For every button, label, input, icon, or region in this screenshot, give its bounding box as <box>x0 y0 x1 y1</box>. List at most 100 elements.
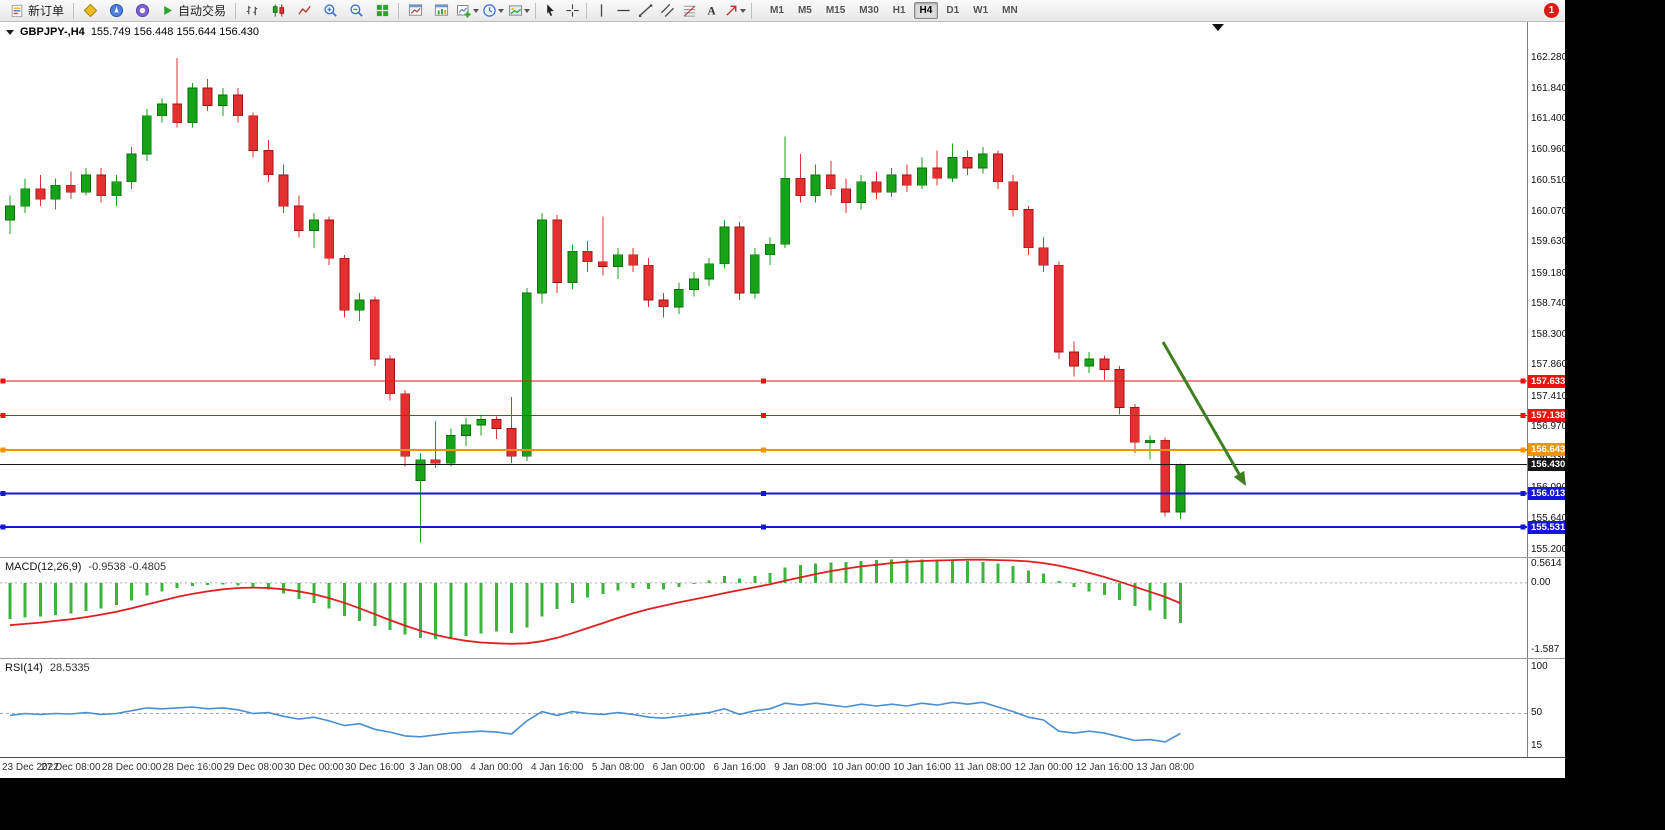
zoom-out-button[interactable] <box>343 0 369 22</box>
bar-chart-button[interactable] <box>239 0 265 22</box>
new-chart-plus-icon <box>456 3 472 19</box>
time-axis-label: 6 Jan 00:00 <box>652 762 705 773</box>
zoom-in-button[interactable] <box>317 0 343 22</box>
timeframe-button-d1[interactable]: D1 <box>946 5 960 16</box>
candlestick-chart-canvas[interactable] <box>0 22 1527 557</box>
panel-separator[interactable] <box>0 557 1565 558</box>
main-chart-panel[interactable]: GBPJPY-,H4 155.749 156.448 155.644 156.4… <box>0 22 1527 557</box>
terminal-button[interactable] <box>129 0 155 22</box>
macd-panel[interactable]: MACD(12,26,9) -0.9538 -0.4805 <box>0 558 1527 658</box>
time-axis-label: 27 Dec 08:00 <box>41 762 101 773</box>
rsi-value: 28.5335 <box>49 662 90 674</box>
horizontal-line-icon <box>616 3 631 18</box>
toolbar-separator <box>398 2 400 19</box>
time-axis[interactable]: 23 Dec 2022 27 Dec 08:00 28 Dec 00:00 28 De… <box>0 757 1565 778</box>
timeframe-button-m30[interactable]: M30 <box>859 5 879 16</box>
channel-tool-button[interactable] <box>656 0 678 22</box>
price-line-badge: 155.531 <box>1528 520 1565 534</box>
panel-separator[interactable] <box>0 658 1565 659</box>
timeframe-button-h1[interactable]: H1 <box>892 5 906 16</box>
timeframe-button-m15[interactable]: M15 <box>825 5 846 16</box>
autotrading-label: 自动交易 <box>178 4 227 18</box>
notification-badge[interactable]: 1 <box>1544 3 1559 18</box>
macd-chart-canvas[interactable] <box>0 558 1527 658</box>
new-chart-window-button[interactable] <box>402 0 428 22</box>
templates-button[interactable] <box>506 0 532 22</box>
time-axis-label: 10 Jan 00:00 <box>832 762 891 773</box>
new-chart-button[interactable] <box>454 0 480 22</box>
timeframe-button-m5[interactable]: M5 <box>797 5 812 16</box>
cursor-button[interactable] <box>539 0 561 22</box>
trendline-tool-button[interactable] <box>634 0 656 22</box>
crosshair-button[interactable] <box>561 0 583 22</box>
autotrading-button[interactable]: 自动交易 <box>155 0 232 22</box>
timeframe-button-m1[interactable]: M1 <box>770 5 784 16</box>
timeframe-button-h4[interactable]: H4 <box>913 2 939 19</box>
price-scale[interactable]: 162.280 161.840 161.400 160.960 160.510 160.0… <box>1527 22 1568 557</box>
new-order-button[interactable]: 新订单 <box>4 0 70 22</box>
time-axis-label: 3 Jan 08:00 <box>409 762 462 773</box>
time-axis-label: 9 Jan 08:00 <box>774 762 827 773</box>
horizontal-line-tool-button[interactable] <box>612 0 634 22</box>
trendline-icon <box>638 3 653 18</box>
price-axis-label: 157.860 <box>1531 359 1568 371</box>
market-watch-button[interactable] <box>77 0 103 22</box>
rsi-chart-canvas[interactable] <box>0 659 1527 757</box>
rsi-axis-label: 100 <box>1531 660 1548 672</box>
time-axis-label: 11 Jan 08:00 <box>954 762 1012 773</box>
rsi-line <box>9 701 1181 743</box>
autotrading-play-icon <box>161 4 174 17</box>
time-axis-label: 4 Jan 00:00 <box>470 762 523 773</box>
line-chart-icon <box>297 3 312 18</box>
macd-histogram <box>8 559 1182 640</box>
zoom-in-icon <box>323 3 338 18</box>
price-line-badge: 156.430 <box>1528 458 1565 472</box>
vertical-line-tool-button[interactable] <box>590 0 612 22</box>
rsi-scale[interactable]: 100 50 15 <box>1527 659 1565 757</box>
arrow-shape-icon <box>724 3 739 18</box>
chevron-down-icon <box>740 8 747 13</box>
time-axis-label: 12 Jan 16:00 <box>1075 762 1134 773</box>
toolbar-separator <box>586 2 588 19</box>
price-line-badge: 156.643 <box>1528 443 1565 457</box>
timeframe-button-mn[interactable]: MN <box>1002 5 1018 16</box>
chart-profiles-button[interactable] <box>428 0 454 22</box>
price-line-badge: 157.138 <box>1528 408 1565 422</box>
new-order-icon <box>10 4 24 18</box>
rsi-axis-label: 15 <box>1531 740 1543 752</box>
rsi-panel[interactable]: RSI(14) 28.5335 <box>0 659 1527 757</box>
macd-scale[interactable]: 0.5614 0.00 -1.587 <box>1527 558 1565 658</box>
timeframe-button-w1[interactable]: W1 <box>973 5 989 16</box>
candlestick-chart-button[interactable] <box>265 0 291 22</box>
time-axis-label: 30 Dec 00:00 <box>284 762 344 773</box>
vertical-line-icon <box>594 3 609 18</box>
line-chart-button[interactable] <box>291 0 317 22</box>
macd-signal-line <box>9 558 1181 645</box>
rsi-axis-label: 50 <box>1531 707 1543 719</box>
chevron-down-icon <box>524 8 531 13</box>
periods-button[interactable] <box>480 0 506 22</box>
main-toolbar: 新订单 自动交易 A M1 M5 M15 M30 H1 H <box>0 0 1565 22</box>
text-tool-button[interactable]: A <box>700 0 722 22</box>
price-axis-label: 157.410 <box>1531 390 1568 402</box>
candlestick-chart-icon <box>271 3 286 18</box>
terminal-icon <box>135 3 150 18</box>
navigator-icon <box>109 3 124 18</box>
fibonacci-tool-button[interactable] <box>678 0 700 22</box>
chart-area: GBPJPY-,H4 155.749 156.448 155.644 156.4… <box>0 22 1568 778</box>
macd-axis-label: -1.587 <box>1531 643 1560 655</box>
svg-text:A: A <box>707 6 716 18</box>
price-axis-label: 160.510 <box>1531 175 1568 187</box>
crosshair-icon <box>565 3 580 18</box>
fibonacci-icon <box>682 3 697 18</box>
one-click-trading-toggle[interactable] <box>6 29 14 35</box>
tile-windows-button[interactable] <box>369 0 395 22</box>
time-axis-label: 23 Dec 2022 <box>2 762 59 773</box>
arrows-tool-button[interactable] <box>722 0 748 22</box>
rsi-label: RSI(14) 28.5335 <box>5 662 90 674</box>
time-axis-label: 12 Jan 00:00 <box>1014 762 1073 773</box>
time-axis-label: 5 Jan 08:00 <box>591 762 645 773</box>
time-axis-label: 28 Dec 16:00 <box>162 762 223 773</box>
navigator-button[interactable] <box>103 0 129 22</box>
